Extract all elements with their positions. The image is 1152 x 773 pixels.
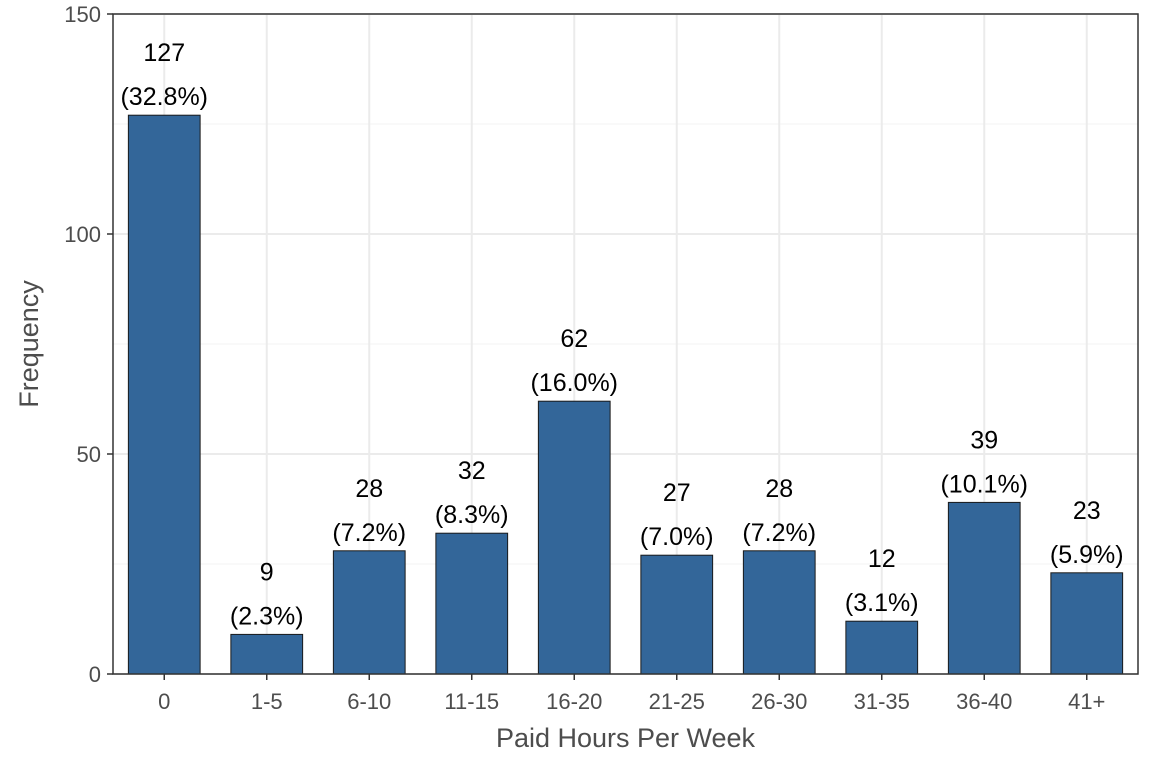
bar-11-15 (435, 532, 509, 675)
bar-count-label: 9 (260, 558, 274, 586)
x-tick-label: 6-10 (347, 689, 391, 714)
bar-percent-label: (32.8%) (120, 83, 208, 111)
panel-border (112, 13, 1139, 675)
bar-layer (127, 114, 1124, 675)
y-axis-title: Frequency (14, 280, 44, 408)
bar-percent-label: (16.0%) (530, 369, 618, 397)
bar-percent-label: (10.1%) (940, 470, 1028, 498)
bar-6-10 (332, 550, 406, 675)
x-tick-label: 41+ (1068, 689, 1105, 714)
bar-31-35 (845, 620, 919, 675)
grid-layer (113, 13, 1138, 675)
bar-percent-label: (3.1%) (845, 589, 919, 617)
bar-26-30 (742, 550, 816, 675)
axis-layer: 0 50 100 150 0 1-5 6-10 11-15 16-20 21-25 26-30 31-… (64, 2, 1105, 714)
x-tick-label: 1-5 (251, 689, 283, 714)
bar-41+ (1050, 572, 1124, 675)
bar-count-label: 127 (143, 39, 185, 67)
bar-count-label: 27 (663, 479, 691, 507)
bar-count-label: 28 (765, 475, 793, 503)
bar-percent-label: (8.3%) (435, 501, 509, 529)
x-tick-label: 16-20 (546, 689, 602, 714)
bar-21-25 (640, 554, 714, 675)
x-tick-label: 36-40 (956, 689, 1012, 714)
x-tick-label: 26-30 (751, 689, 807, 714)
bar-0 (127, 114, 201, 675)
bar-count-label: 62 (560, 325, 588, 353)
bar-percent-label: (7.0%) (640, 523, 714, 551)
y-tick-label: 50 (77, 442, 101, 467)
x-tick-label: 0 (158, 689, 170, 714)
y-tick-label: 100 (64, 222, 101, 247)
bar-count-label: 28 (355, 475, 383, 503)
bar-count-label: 32 (458, 457, 486, 485)
bar-36-40 (947, 501, 1021, 675)
x-axis-title: Paid Hours Per Week (496, 723, 756, 753)
x-tick-label: 31-35 (854, 689, 910, 714)
bar-count-label: 12 (868, 545, 896, 573)
bar-percent-label: (5.9%) (1050, 541, 1124, 569)
y-tick-label: 150 (64, 2, 101, 27)
bar-count-label: 23 (1073, 497, 1101, 525)
bar-1-5 (230, 633, 304, 675)
bar-percent-label: (2.3%) (230, 602, 304, 630)
x-tick-label: 21-25 (649, 689, 705, 714)
y-tick-label: 0 (89, 662, 101, 687)
bar-percent-label: (7.2%) (742, 519, 816, 547)
bar-16-20 (537, 400, 611, 675)
bar-percent-label: (7.2%) (332, 519, 406, 547)
bar-count-label: 39 (970, 426, 998, 454)
x-tick-label: 11-15 (444, 689, 499, 714)
bar-label-layer: (32.8%) 127 (2.3%) 9 (7.2%) 28 (8.3%) 32 (16.0%)… (120, 39, 1123, 630)
